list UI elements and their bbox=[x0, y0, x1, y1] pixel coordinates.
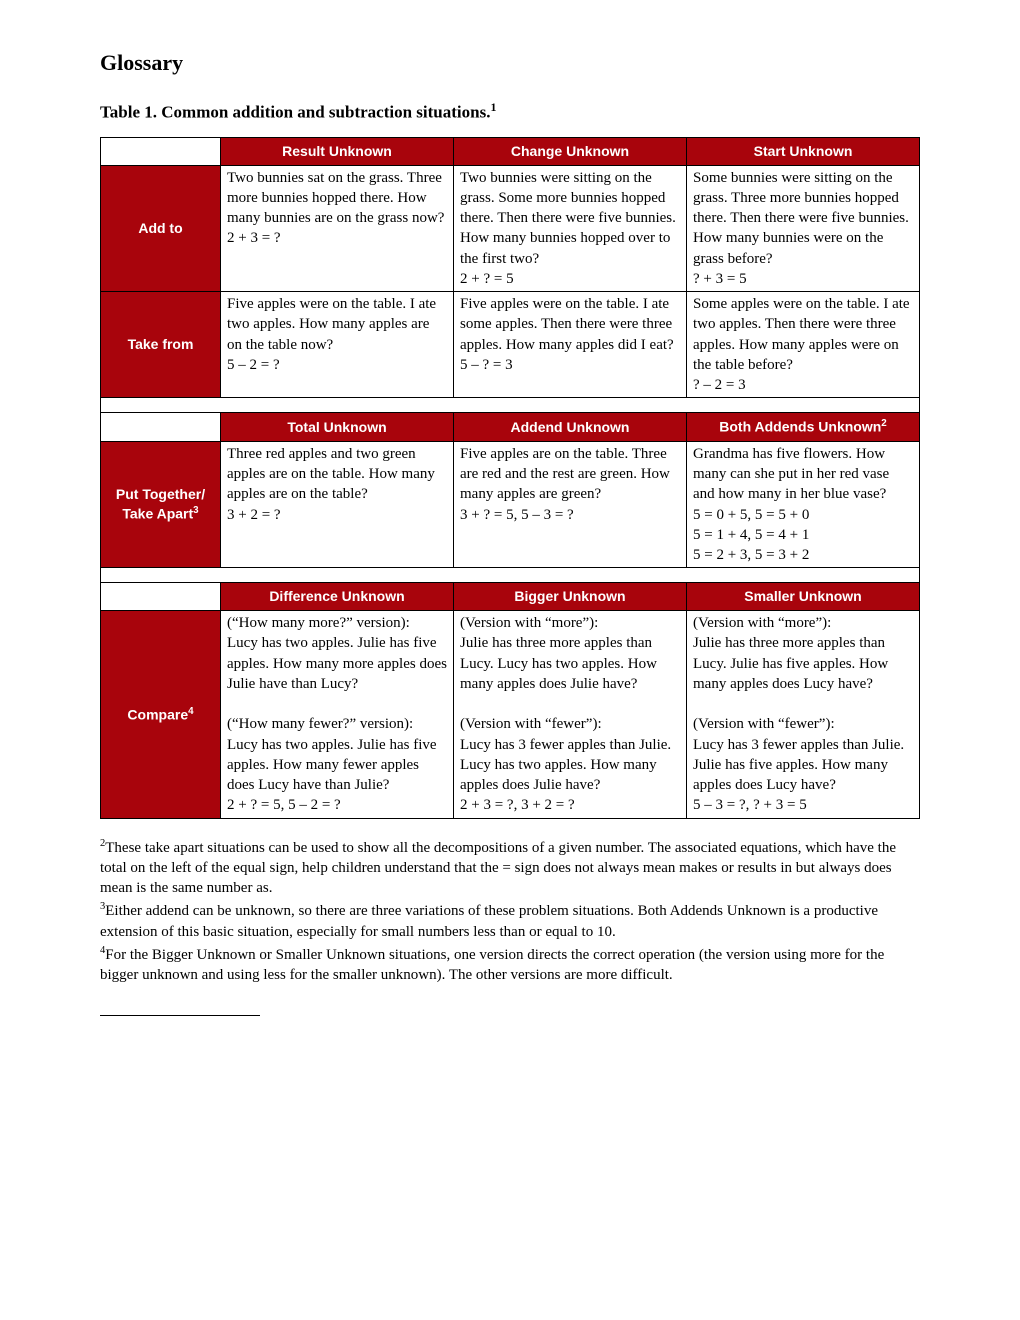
corner-cell bbox=[101, 137, 221, 165]
table-title-sup: 1 bbox=[490, 100, 496, 114]
col-header: Difference Unknown bbox=[221, 583, 454, 611]
col-header-sup: 2 bbox=[881, 418, 886, 429]
footnote: 4For the Bigger Unknown or Smaller Unkno… bbox=[100, 944, 920, 986]
cell: Some bunnies were sitting on the grass. … bbox=[687, 165, 920, 292]
cell: (Version with “more”):Julie has three mo… bbox=[454, 611, 687, 819]
row-label-line: Take Apart bbox=[122, 506, 193, 522]
col-header: Addend Unknown bbox=[454, 413, 687, 442]
cell: Grandma has five flowers. How many can s… bbox=[687, 441, 920, 568]
col-header: Bigger Unknown bbox=[454, 583, 687, 611]
row-label-sup: 4 bbox=[188, 706, 193, 717]
row-label-put-together: Put Together/ Take Apart3 bbox=[101, 441, 221, 568]
footnote-separator bbox=[100, 1015, 260, 1016]
footnote: 3Either addend can be unknown, so there … bbox=[100, 900, 920, 942]
table-header-row: Result Unknown Change Unknown Start Unkn… bbox=[101, 137, 920, 165]
col-header: Change Unknown bbox=[454, 137, 687, 165]
footnote-text: Either addend can be unknown, so there a… bbox=[100, 903, 878, 939]
col-header: Total Unknown bbox=[221, 413, 454, 442]
corner-cell bbox=[101, 583, 221, 611]
col-header-text: Both Addends Unknown bbox=[719, 419, 881, 435]
cell: Two bunnies sat on the grass. Three more… bbox=[221, 165, 454, 292]
row-label-sup: 3 bbox=[193, 505, 198, 516]
table-row: Take from Five apples were on the table.… bbox=[101, 292, 920, 398]
page-heading: Glossary bbox=[100, 50, 920, 76]
situations-table: Result Unknown Change Unknown Start Unkn… bbox=[100, 137, 920, 819]
cell: (“How many more?” version):Lucy has two … bbox=[221, 611, 454, 819]
spacer-row bbox=[101, 398, 920, 413]
cell: (Version with “more”):Julie has three mo… bbox=[687, 611, 920, 819]
footnotes: 2These take apart situations can be used… bbox=[100, 837, 920, 986]
cell: Some apples were on the table. I ate two… bbox=[687, 292, 920, 398]
table-row: Compare4 (“How many more?” version):Lucy… bbox=[101, 611, 920, 819]
col-header: Smaller Unknown bbox=[687, 583, 920, 611]
col-header: Both Addends Unknown2 bbox=[687, 413, 920, 442]
row-label-add-to: Add to bbox=[101, 165, 221, 292]
row-label-take-from: Take from bbox=[101, 292, 221, 398]
cell: Three red apples and two green apples ar… bbox=[221, 441, 454, 568]
spacer-row bbox=[101, 568, 920, 583]
table-row: Put Together/ Take Apart3 Three red appl… bbox=[101, 441, 920, 568]
row-label-line: Put Together/ bbox=[116, 486, 205, 502]
table-header-row: Total Unknown Addend Unknown Both Addend… bbox=[101, 413, 920, 442]
cell: Five apples were on the table. I ate two… bbox=[221, 292, 454, 398]
footnote: 2These take apart situations can be used… bbox=[100, 837, 920, 899]
col-header: Result Unknown bbox=[221, 137, 454, 165]
row-label-text: Compare bbox=[127, 706, 188, 722]
footnote-text: These take apart situations can be used … bbox=[100, 840, 896, 897]
cell: Two bunnies were sitting on the grass. S… bbox=[454, 165, 687, 292]
footnote-text: For the Bigger Unknown or Smaller Unknow… bbox=[100, 947, 884, 983]
col-header: Start Unknown bbox=[687, 137, 920, 165]
table-row: Add to Two bunnies sat on the grass. Thr… bbox=[101, 165, 920, 292]
cell: Five apples were on the table. I ate som… bbox=[454, 292, 687, 398]
table-title: Table 1. Common addition and subtraction… bbox=[100, 100, 920, 123]
cell: Five apples are on the table. Three are … bbox=[454, 441, 687, 568]
table-title-text: Table 1. Common addition and subtraction… bbox=[100, 103, 490, 122]
corner-cell bbox=[101, 413, 221, 442]
row-label-compare: Compare4 bbox=[101, 611, 221, 819]
table-header-row: Difference Unknown Bigger Unknown Smalle… bbox=[101, 583, 920, 611]
